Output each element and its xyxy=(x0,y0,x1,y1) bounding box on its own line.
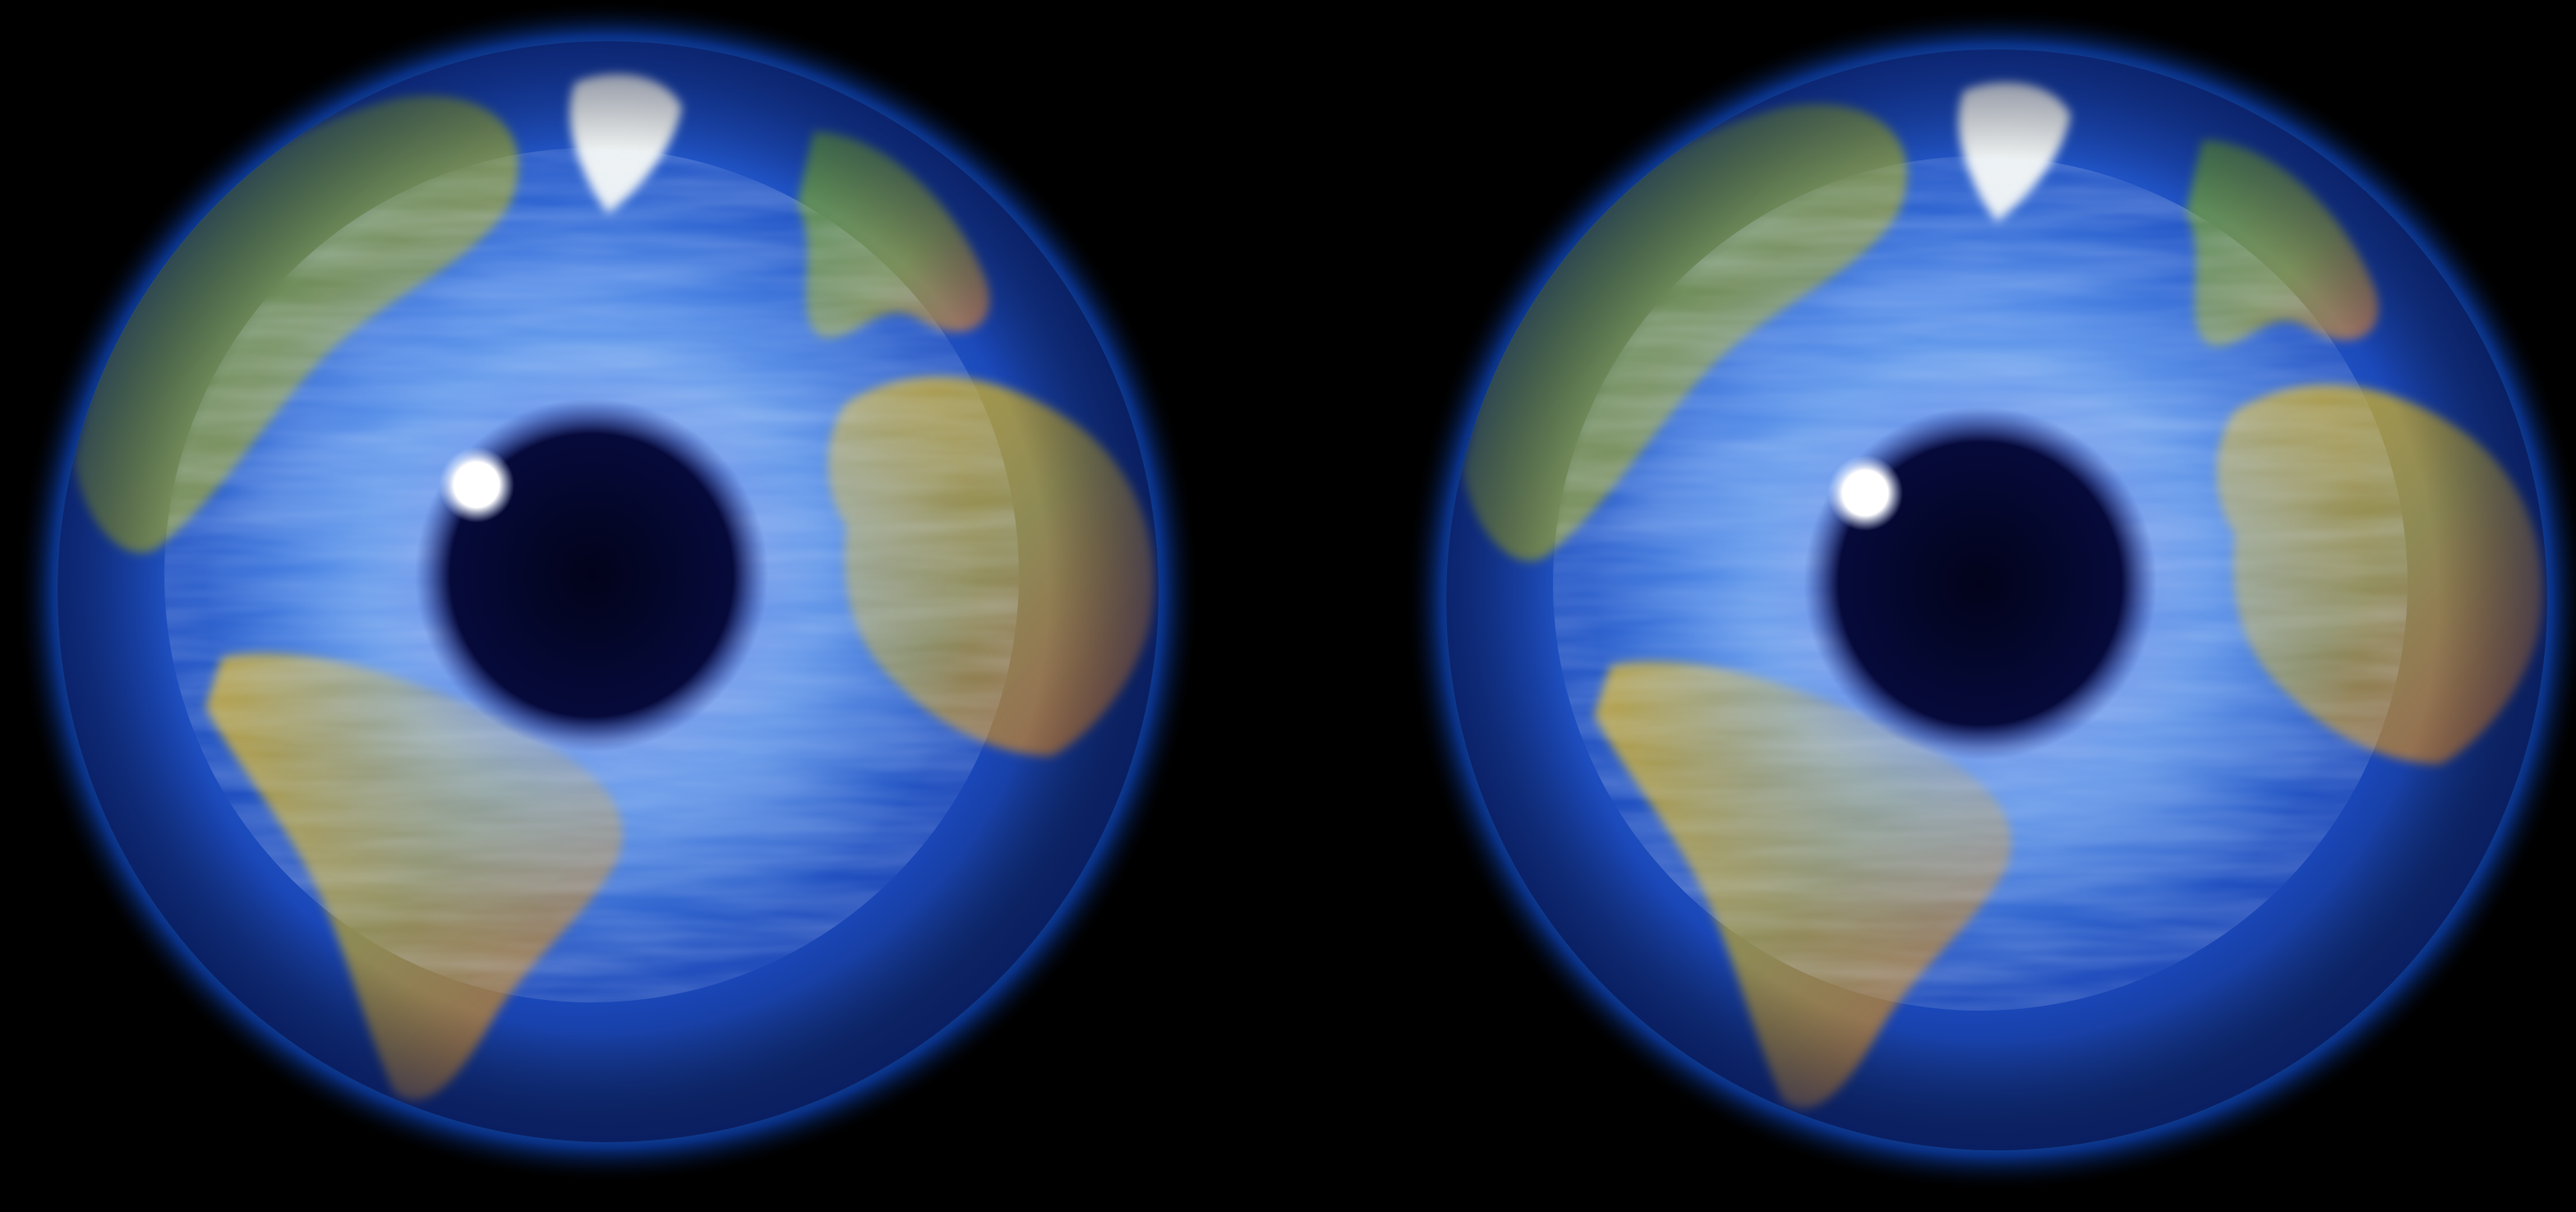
left-earth-eye xyxy=(16,0,1200,1183)
right-earth-eye xyxy=(1405,8,2576,1191)
